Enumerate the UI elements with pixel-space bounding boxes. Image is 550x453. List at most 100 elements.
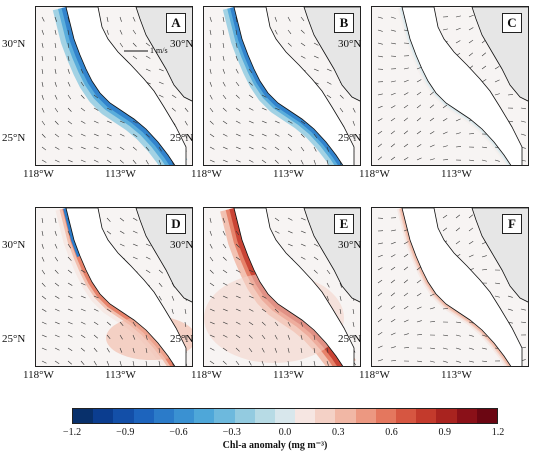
wind-vector: [209, 321, 215, 325]
wind-vector: [222, 42, 225, 48]
wind-vector: [54, 68, 57, 74]
lat-label: 30°N: [338, 38, 362, 50]
wind-vector: [54, 308, 60, 312]
wind-vector: [287, 321, 291, 327]
colorbar-swatch: [456, 409, 477, 423]
wind-vector: [520, 308, 526, 311]
wind-vector: [261, 321, 266, 326]
wind-vector: [80, 159, 86, 163]
wind-vector: [106, 334, 111, 340]
wind-vector: [209, 29, 212, 35]
colorbar-tick-label: 0.9: [438, 427, 452, 438]
wind-vector: [93, 295, 99, 299]
wind-vector: [455, 118, 461, 122]
colorbar-swatch: [476, 409, 497, 423]
wind-vector: [41, 42, 44, 48]
wind-vector: [416, 157, 422, 161]
lon-label: 113°W: [105, 168, 136, 180]
map-panel-e: E: [203, 207, 361, 367]
colorbar-tick-label: −0.6: [169, 427, 188, 438]
wind-vector: [80, 81, 85, 87]
wind-vector: [132, 120, 138, 124]
wind-vector: [507, 94, 514, 96]
wind-vector: [67, 120, 73, 125]
wind-vector: [132, 230, 138, 234]
wind-vector: [80, 269, 86, 273]
wind-vector: [274, 334, 278, 340]
wind-vector: [507, 295, 513, 298]
wind-vector: [274, 230, 280, 234]
wind-vector: [442, 104, 448, 109]
wind-vector: [209, 42, 212, 48]
wind-vector: [93, 334, 98, 339]
wind-vector: [209, 295, 215, 299]
map-panel-c: C: [371, 6, 529, 166]
wind-vector: [209, 120, 214, 125]
wind-vector: [93, 321, 99, 325]
wind-vector: [41, 133, 46, 138]
wind-vector: [145, 159, 149, 165]
wind-vector: [390, 332, 396, 336]
wind-vector: [67, 269, 73, 274]
wind-vector: [352, 334, 355, 340]
wind-vector: [248, 94, 254, 99]
wind-vector: [80, 120, 86, 124]
colorbar-swatch: [173, 409, 195, 423]
wind-vector: [390, 319, 396, 323]
wind-vector: [481, 269, 487, 271]
wind-vector: [106, 120, 112, 124]
wind-vector: [287, 230, 293, 234]
wind-vector: [119, 159, 124, 164]
wind-vector: [67, 81, 71, 87]
wind-vector: [313, 360, 316, 366]
wind-vector: [494, 159, 500, 162]
wind-vector: [132, 360, 135, 366]
wind-vector: [494, 79, 500, 83]
wind-vector: [390, 266, 396, 271]
wind-vector: [54, 55, 57, 61]
wind-vector: [67, 243, 72, 249]
wind-vector: [80, 133, 86, 137]
wind-vector: [416, 306, 422, 310]
wind-vector: [248, 321, 254, 326]
wind-vector: [119, 29, 123, 35]
wind-vector: [67, 334, 73, 338]
wind-vector: [41, 146, 47, 151]
panel-label: B: [334, 13, 354, 33]
baja-peninsula: [233, 7, 355, 165]
wind-vector: [352, 308, 355, 314]
wind-vector: [481, 52, 487, 57]
wind-vector: [377, 93, 383, 96]
wind-vector: [54, 159, 60, 163]
wind-vector: [261, 120, 267, 124]
wind-vector: [481, 79, 487, 83]
wind-vector: [403, 79, 409, 83]
wind-vector: [106, 16, 109, 22]
wind-vector: [507, 308, 513, 311]
wind-vector: [300, 334, 303, 340]
wind-vector: [442, 28, 448, 31]
wind-vector: [54, 334, 60, 338]
wind-vector: [377, 105, 383, 109]
wind-vector: [429, 144, 435, 148]
wind-vector: [119, 16, 122, 22]
wind-vector: [248, 347, 253, 353]
wind-vector: [403, 157, 409, 161]
wind-vector: [377, 118, 383, 122]
panel-label: E: [334, 214, 354, 234]
wind-vector: [390, 229, 396, 232]
wind-vector: [67, 55, 70, 61]
colorbar-tick-label: 0.0: [278, 427, 292, 438]
wind-vector: [390, 254, 396, 258]
wind-vector: [41, 81, 44, 87]
wind-vector: [313, 42, 319, 46]
wind-vector: [287, 133, 293, 138]
wind-vector: [119, 321, 124, 327]
wind-vector: [481, 347, 487, 350]
wind-vector: [158, 360, 161, 366]
wind-vector: [339, 295, 342, 301]
wind-vector: [93, 347, 98, 353]
map-canvas: [204, 208, 360, 366]
wind-vector: [390, 279, 396, 284]
lat-label: 25°N: [2, 132, 26, 144]
